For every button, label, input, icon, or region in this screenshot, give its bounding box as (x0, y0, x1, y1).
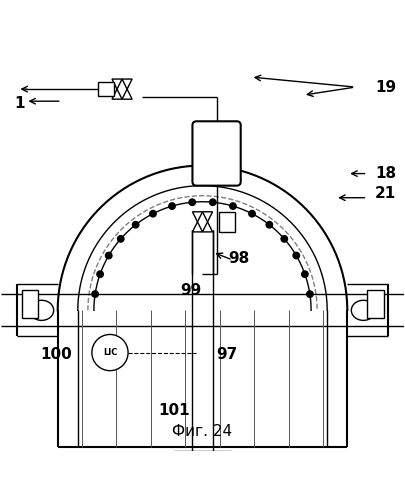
Text: Фиг. 24: Фиг. 24 (173, 424, 232, 439)
Text: LIC: LIC (103, 348, 117, 357)
Text: 1: 1 (14, 96, 25, 110)
Circle shape (293, 252, 299, 259)
Text: 99: 99 (180, 282, 201, 298)
Text: 101: 101 (158, 404, 190, 418)
Text: 18: 18 (375, 166, 396, 181)
Circle shape (281, 236, 288, 242)
Bar (367, 290, 384, 318)
Bar (219, 212, 234, 232)
Bar (98, 82, 114, 96)
Circle shape (249, 210, 255, 217)
Circle shape (209, 199, 216, 205)
Circle shape (302, 271, 308, 278)
Circle shape (266, 222, 273, 228)
Circle shape (117, 236, 124, 242)
Text: 19: 19 (375, 80, 396, 94)
Text: 98: 98 (228, 250, 249, 266)
Circle shape (150, 210, 156, 217)
FancyBboxPatch shape (192, 122, 241, 186)
Circle shape (189, 199, 196, 205)
Text: 97: 97 (216, 347, 237, 362)
Circle shape (132, 222, 139, 228)
Text: 100: 100 (40, 347, 72, 362)
Circle shape (92, 334, 128, 370)
Circle shape (106, 252, 112, 259)
Circle shape (169, 203, 175, 209)
Circle shape (92, 291, 98, 298)
Circle shape (230, 203, 236, 209)
Text: 21: 21 (375, 186, 396, 201)
Circle shape (307, 291, 313, 298)
Circle shape (97, 271, 103, 278)
Bar (21, 290, 38, 318)
